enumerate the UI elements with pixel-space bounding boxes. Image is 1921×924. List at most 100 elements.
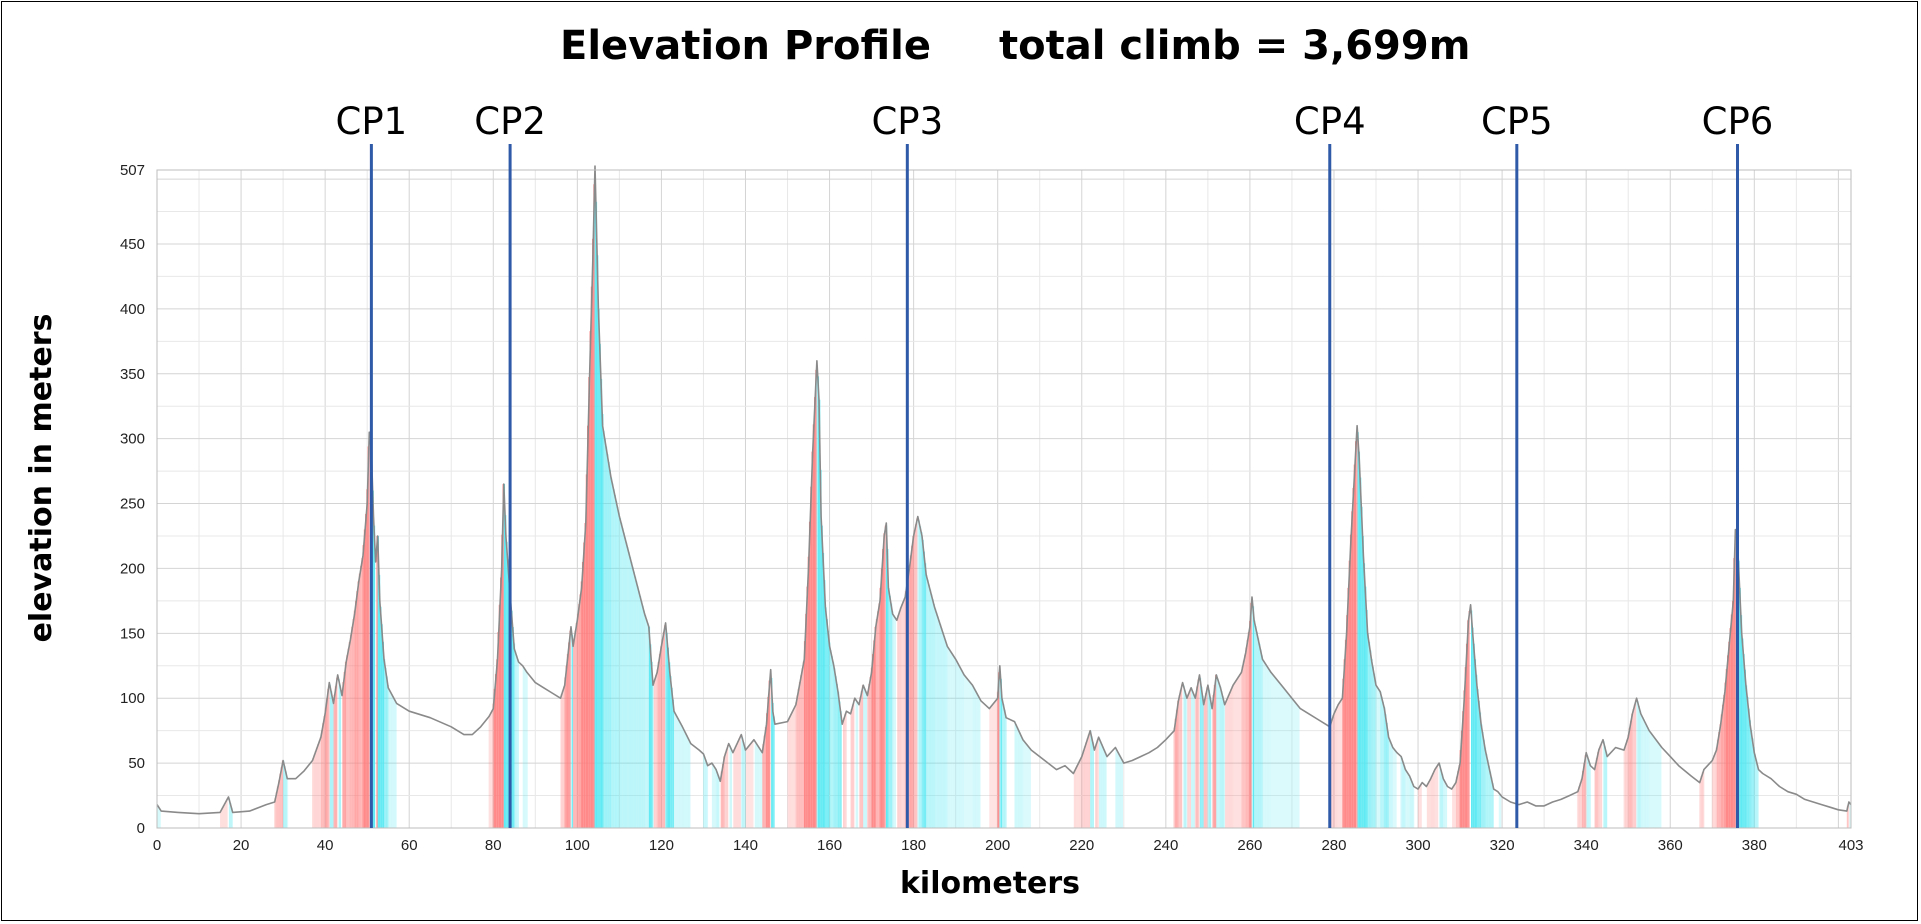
grade-strip (1274, 676, 1276, 828)
grade-strip (1019, 732, 1021, 828)
grade-strip (1491, 777, 1493, 828)
grade-strip (373, 525, 376, 828)
grade-strip (604, 438, 606, 828)
grade-strip (1204, 693, 1207, 828)
grade-strip (1338, 702, 1340, 828)
grade-strip (1029, 748, 1031, 828)
y-tick-label: 400 (120, 301, 145, 318)
grade-strip (1464, 667, 1466, 828)
grade-strip (1288, 693, 1290, 828)
grade-strip (1639, 710, 1642, 828)
grade-strip (344, 661, 347, 828)
y-tick-label: 200 (120, 560, 145, 577)
grade-strip (898, 611, 900, 828)
grade-strip (1468, 611, 1470, 828)
grade-strip (525, 669, 527, 828)
grade-strip (493, 688, 495, 828)
grade-strip (1648, 729, 1651, 828)
grade-strip (917, 518, 919, 828)
grade-strip (387, 684, 390, 828)
grade-strip (1193, 694, 1195, 828)
grade-strip (646, 619, 648, 828)
grade-strip (276, 786, 279, 828)
grade-strip (566, 654, 569, 828)
grade-strip (351, 626, 353, 828)
grade-strip (386, 676, 388, 828)
grade-strip (1247, 632, 1250, 828)
grade-strip (856, 701, 859, 828)
grade-strip (1406, 771, 1408, 828)
grade-strip (1230, 689, 1232, 828)
grade-strip (1383, 706, 1386, 828)
grade-strip (860, 691, 862, 828)
grade-strip (863, 685, 865, 828)
grade-strip (1848, 802, 1850, 828)
grade-strip (1087, 734, 1089, 828)
grade-strip (1465, 643, 1468, 828)
grade-strip (1579, 782, 1581, 828)
grade-strip (1739, 587, 1741, 828)
grade-strip (329, 684, 332, 828)
grade-strip (1455, 776, 1458, 828)
grade-strip (747, 746, 749, 828)
grade-strip (965, 676, 967, 828)
grade-strip (1387, 731, 1390, 828)
grade-strip (1091, 736, 1093, 828)
grade-strip (1463, 690, 1465, 828)
grade-strip (824, 580, 826, 828)
grade-strip (1389, 738, 1391, 828)
grade-strip (739, 735, 741, 828)
grade-strip (1018, 729, 1020, 828)
grade-strip (1720, 714, 1722, 828)
grade-strip (810, 486, 812, 828)
grade-strip (787, 719, 789, 828)
grade-strip (333, 694, 335, 828)
grade-strip (1347, 587, 1349, 828)
grade-strip (1431, 773, 1434, 828)
grade-strip (1700, 776, 1702, 828)
grade-strip (650, 644, 652, 828)
grade-strip (1420, 783, 1422, 828)
grade-strip (713, 765, 715, 828)
grade-strip (619, 518, 622, 828)
grade-strip (517, 659, 519, 828)
grade-strip (657, 661, 659, 828)
grade-strip (1216, 674, 1218, 828)
grade-strip (622, 527, 624, 828)
grade-strip (1409, 775, 1411, 828)
grade-strip (835, 676, 837, 828)
grade-strip (1240, 672, 1242, 828)
x-tick-label: 280 (1321, 837, 1346, 854)
grade-strip (864, 688, 866, 828)
grade-strip (1587, 755, 1589, 828)
grade-strip (1250, 602, 1252, 828)
grade-strip (631, 561, 633, 828)
grade-strip (339, 685, 342, 828)
grade-strip (872, 654, 874, 828)
grade-strip (492, 703, 494, 828)
grade-strip (573, 638, 575, 828)
grade-strip (742, 737, 744, 828)
grade-strip (1733, 558, 1735, 828)
grade-strip (1358, 451, 1361, 828)
grade-strip (884, 525, 886, 828)
grade-strip (1197, 679, 1199, 828)
grade-strip (773, 716, 775, 828)
grade-strip (716, 771, 719, 828)
grade-strip (500, 577, 502, 828)
grade-strip (875, 619, 878, 828)
grade-strip (1445, 783, 1448, 828)
grade-strip (652, 679, 654, 828)
grade-strip (564, 677, 566, 828)
grade-strip (283, 760, 285, 828)
grade-strip (1742, 638, 1744, 828)
grade-strip (513, 643, 516, 828)
grade-strip (658, 654, 661, 828)
grade-strip (1223, 701, 1226, 828)
grade-strip (648, 626, 651, 828)
grade-strip (745, 748, 748, 828)
grade-strip (645, 615, 647, 828)
grade-strip (1749, 720, 1751, 828)
x-tick-label: 40 (317, 837, 334, 854)
